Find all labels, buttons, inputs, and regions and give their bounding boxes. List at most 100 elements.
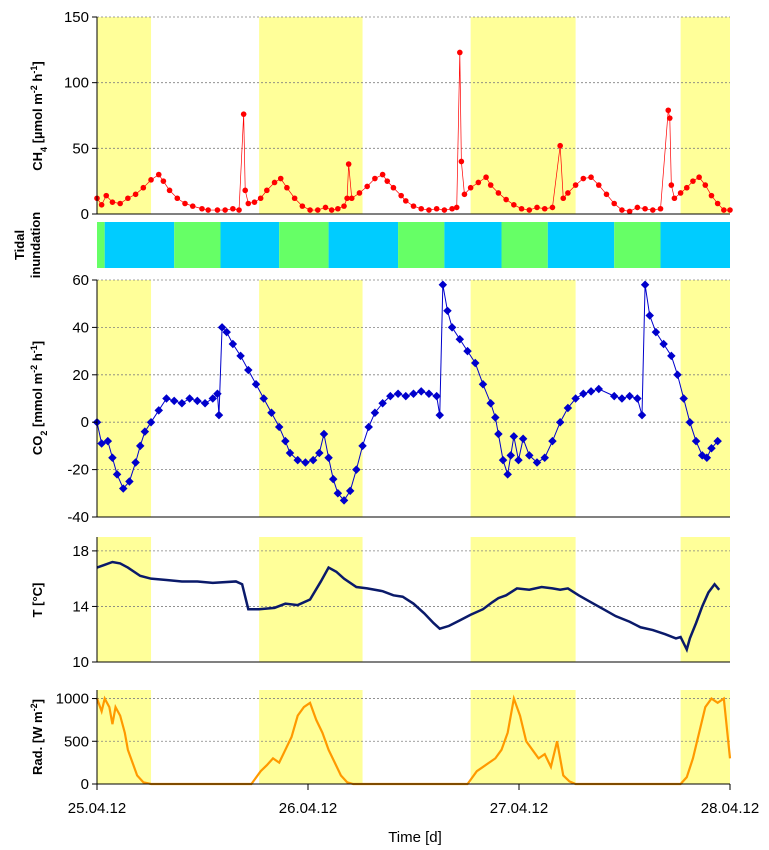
ch4-axis-label-part: CH	[30, 152, 45, 171]
ch4-point	[402, 198, 409, 204]
co2-point	[691, 436, 701, 446]
ch4-point	[160, 178, 167, 184]
ch4-point	[611, 200, 618, 207]
co2-point	[586, 387, 596, 396]
x-tick-label: 28.04.12	[701, 800, 759, 817]
co2-axis-label-part: [mmol m	[30, 373, 45, 431]
ch4-point	[418, 205, 425, 212]
y-tick-label: 20	[72, 367, 89, 384]
co2-point	[514, 455, 523, 465]
ch4-point	[314, 207, 321, 213]
ch4-point	[683, 184, 690, 191]
co2-point	[244, 365, 253, 375]
co2-point	[222, 327, 231, 337]
daylight-band	[680, 280, 730, 517]
y-tick-label: 40	[72, 319, 89, 336]
ch4-point	[467, 184, 474, 191]
axes-layer	[92, 16, 731, 790]
co2-point	[339, 496, 349, 505]
co2-point	[443, 306, 452, 316]
co2-point	[679, 394, 688, 403]
rad-axis-label-part: -2	[29, 703, 39, 711]
ch4-point	[109, 199, 116, 205]
ch4-point	[251, 199, 258, 205]
co2-point	[135, 441, 145, 451]
y-tick-label: 60	[72, 272, 89, 289]
co2-point	[319, 429, 329, 439]
ch4-point	[650, 207, 656, 213]
ch4-point	[453, 204, 460, 211]
co2-point	[378, 398, 387, 408]
ch4-point	[174, 195, 181, 202]
co2-point	[352, 465, 361, 474]
co2-point	[185, 394, 194, 403]
co2-point	[125, 477, 134, 486]
ch4-point	[230, 205, 236, 212]
ch4-point	[702, 182, 709, 188]
co2-point	[293, 455, 302, 465]
x-tick-label: 25.04.12	[68, 800, 126, 817]
ch4-point	[626, 208, 633, 215]
ch4-point	[665, 107, 672, 114]
ch4-point	[205, 207, 211, 213]
ch4-point	[345, 161, 352, 167]
co2-point	[301, 458, 310, 467]
co2-point	[274, 422, 284, 432]
ch4-point	[580, 175, 587, 182]
ch4-point	[668, 182, 675, 188]
ch4-point	[603, 191, 610, 198]
ch4-point	[495, 190, 502, 196]
ch4-point	[671, 195, 678, 202]
co2-point	[540, 453, 549, 462]
co2-point	[438, 280, 448, 289]
co2-point	[579, 389, 588, 399]
co2-point	[285, 448, 295, 458]
ch4-axis-label-part: 4	[39, 147, 49, 152]
co2-point	[548, 436, 557, 446]
ch4-point	[222, 207, 228, 213]
daylight-bands	[97, 17, 730, 784]
tidal-segment	[97, 222, 105, 268]
ch4-point	[257, 195, 264, 202]
co2-point	[707, 444, 716, 453]
tidal-segment	[398, 222, 445, 268]
x-tick-label: 26.04.12	[279, 800, 337, 817]
ch4-point	[299, 203, 306, 209]
tidal-label-line2: inundation	[28, 212, 43, 278]
daylight-band	[97, 280, 152, 517]
ch4-point	[356, 190, 363, 196]
co2-point	[494, 429, 503, 439]
tidal-segment	[174, 222, 221, 268]
co2-point	[267, 408, 276, 417]
ch4-point	[526, 207, 533, 213]
daylight-band	[470, 280, 576, 517]
y-tick-label: 50	[72, 140, 89, 157]
tidal-label-line1: Tidal	[12, 230, 27, 260]
ch4-point	[511, 202, 517, 208]
co2-point	[393, 389, 403, 399]
ch4-axis-label-part: -2	[29, 85, 39, 93]
ch4-point	[264, 187, 270, 194]
co2-point	[112, 470, 122, 479]
ch4-point	[140, 184, 147, 191]
ch4-point	[634, 204, 641, 211]
tidal-axis-label: Tidalinundation	[12, 212, 43, 278]
ch4-point	[518, 205, 525, 212]
ch4-point	[98, 202, 105, 208]
ch4-point	[475, 179, 482, 186]
rad-axis-label: Rad. [W m-2]	[29, 699, 45, 775]
co2-axis-label-part: ]	[30, 341, 45, 345]
y-tick-labels: 0 50 100 150 -40 -20 0 20 40 60 10 14 18 0 500 1000	[56, 9, 89, 793]
series-layer	[92, 49, 733, 786]
ch4-point	[117, 200, 123, 207]
co2-point	[640, 280, 650, 289]
co2-point	[281, 436, 290, 446]
daylight-band	[97, 537, 152, 662]
ch4-point	[549, 204, 556, 211]
co2-point	[594, 384, 604, 394]
co2-point	[659, 339, 668, 349]
daylight-band	[680, 17, 730, 214]
ch4-point	[384, 178, 391, 184]
